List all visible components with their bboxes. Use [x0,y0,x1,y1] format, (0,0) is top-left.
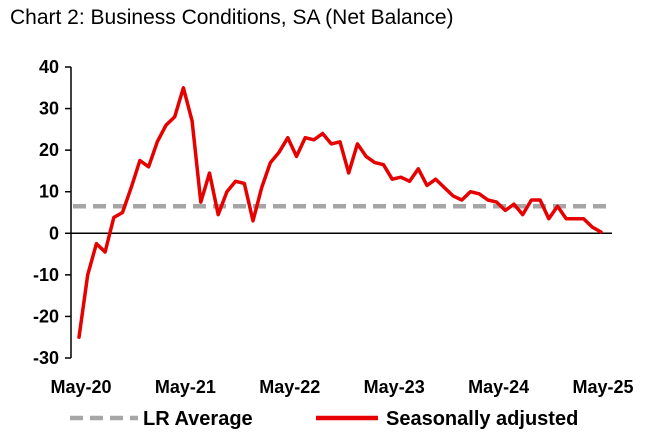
x-tick-label: May-23 [364,377,425,397]
y-tick-label: 30 [39,99,59,119]
y-tick-label: 10 [39,182,59,202]
y-axis: 40 30 20 10 0 -10 -20 -30 [33,57,72,368]
y-tick-label: 20 [39,140,59,160]
legend-label-lr-average: LR Average [143,408,253,430]
x-tick-label: May-21 [155,377,216,397]
series-line-seasonally-adjusted [77,86,603,339]
y-tick-label: -20 [33,306,59,326]
x-tick-label: May-25 [572,377,633,397]
x-axis: May-20 May-21 May-22 May-23 May-24 May-25 [50,232,634,397]
legend-label-seasonally-adjusted: Seasonally adjusted [386,408,578,430]
y-tick-label: -30 [33,348,59,368]
x-tick-label: May-22 [259,377,320,397]
legend: LR Average Seasonally adjusted [70,408,578,430]
y-tick-label: 0 [49,223,59,243]
chart-title: Chart 2: Business Conditions, SA (Net Ba… [10,6,454,29]
y-tick-label: 40 [39,57,59,77]
series-area [73,86,612,339]
y-tick-label: -10 [33,265,59,285]
x-tick-label: May-24 [468,377,529,397]
x-tick-label: May-20 [50,377,111,397]
